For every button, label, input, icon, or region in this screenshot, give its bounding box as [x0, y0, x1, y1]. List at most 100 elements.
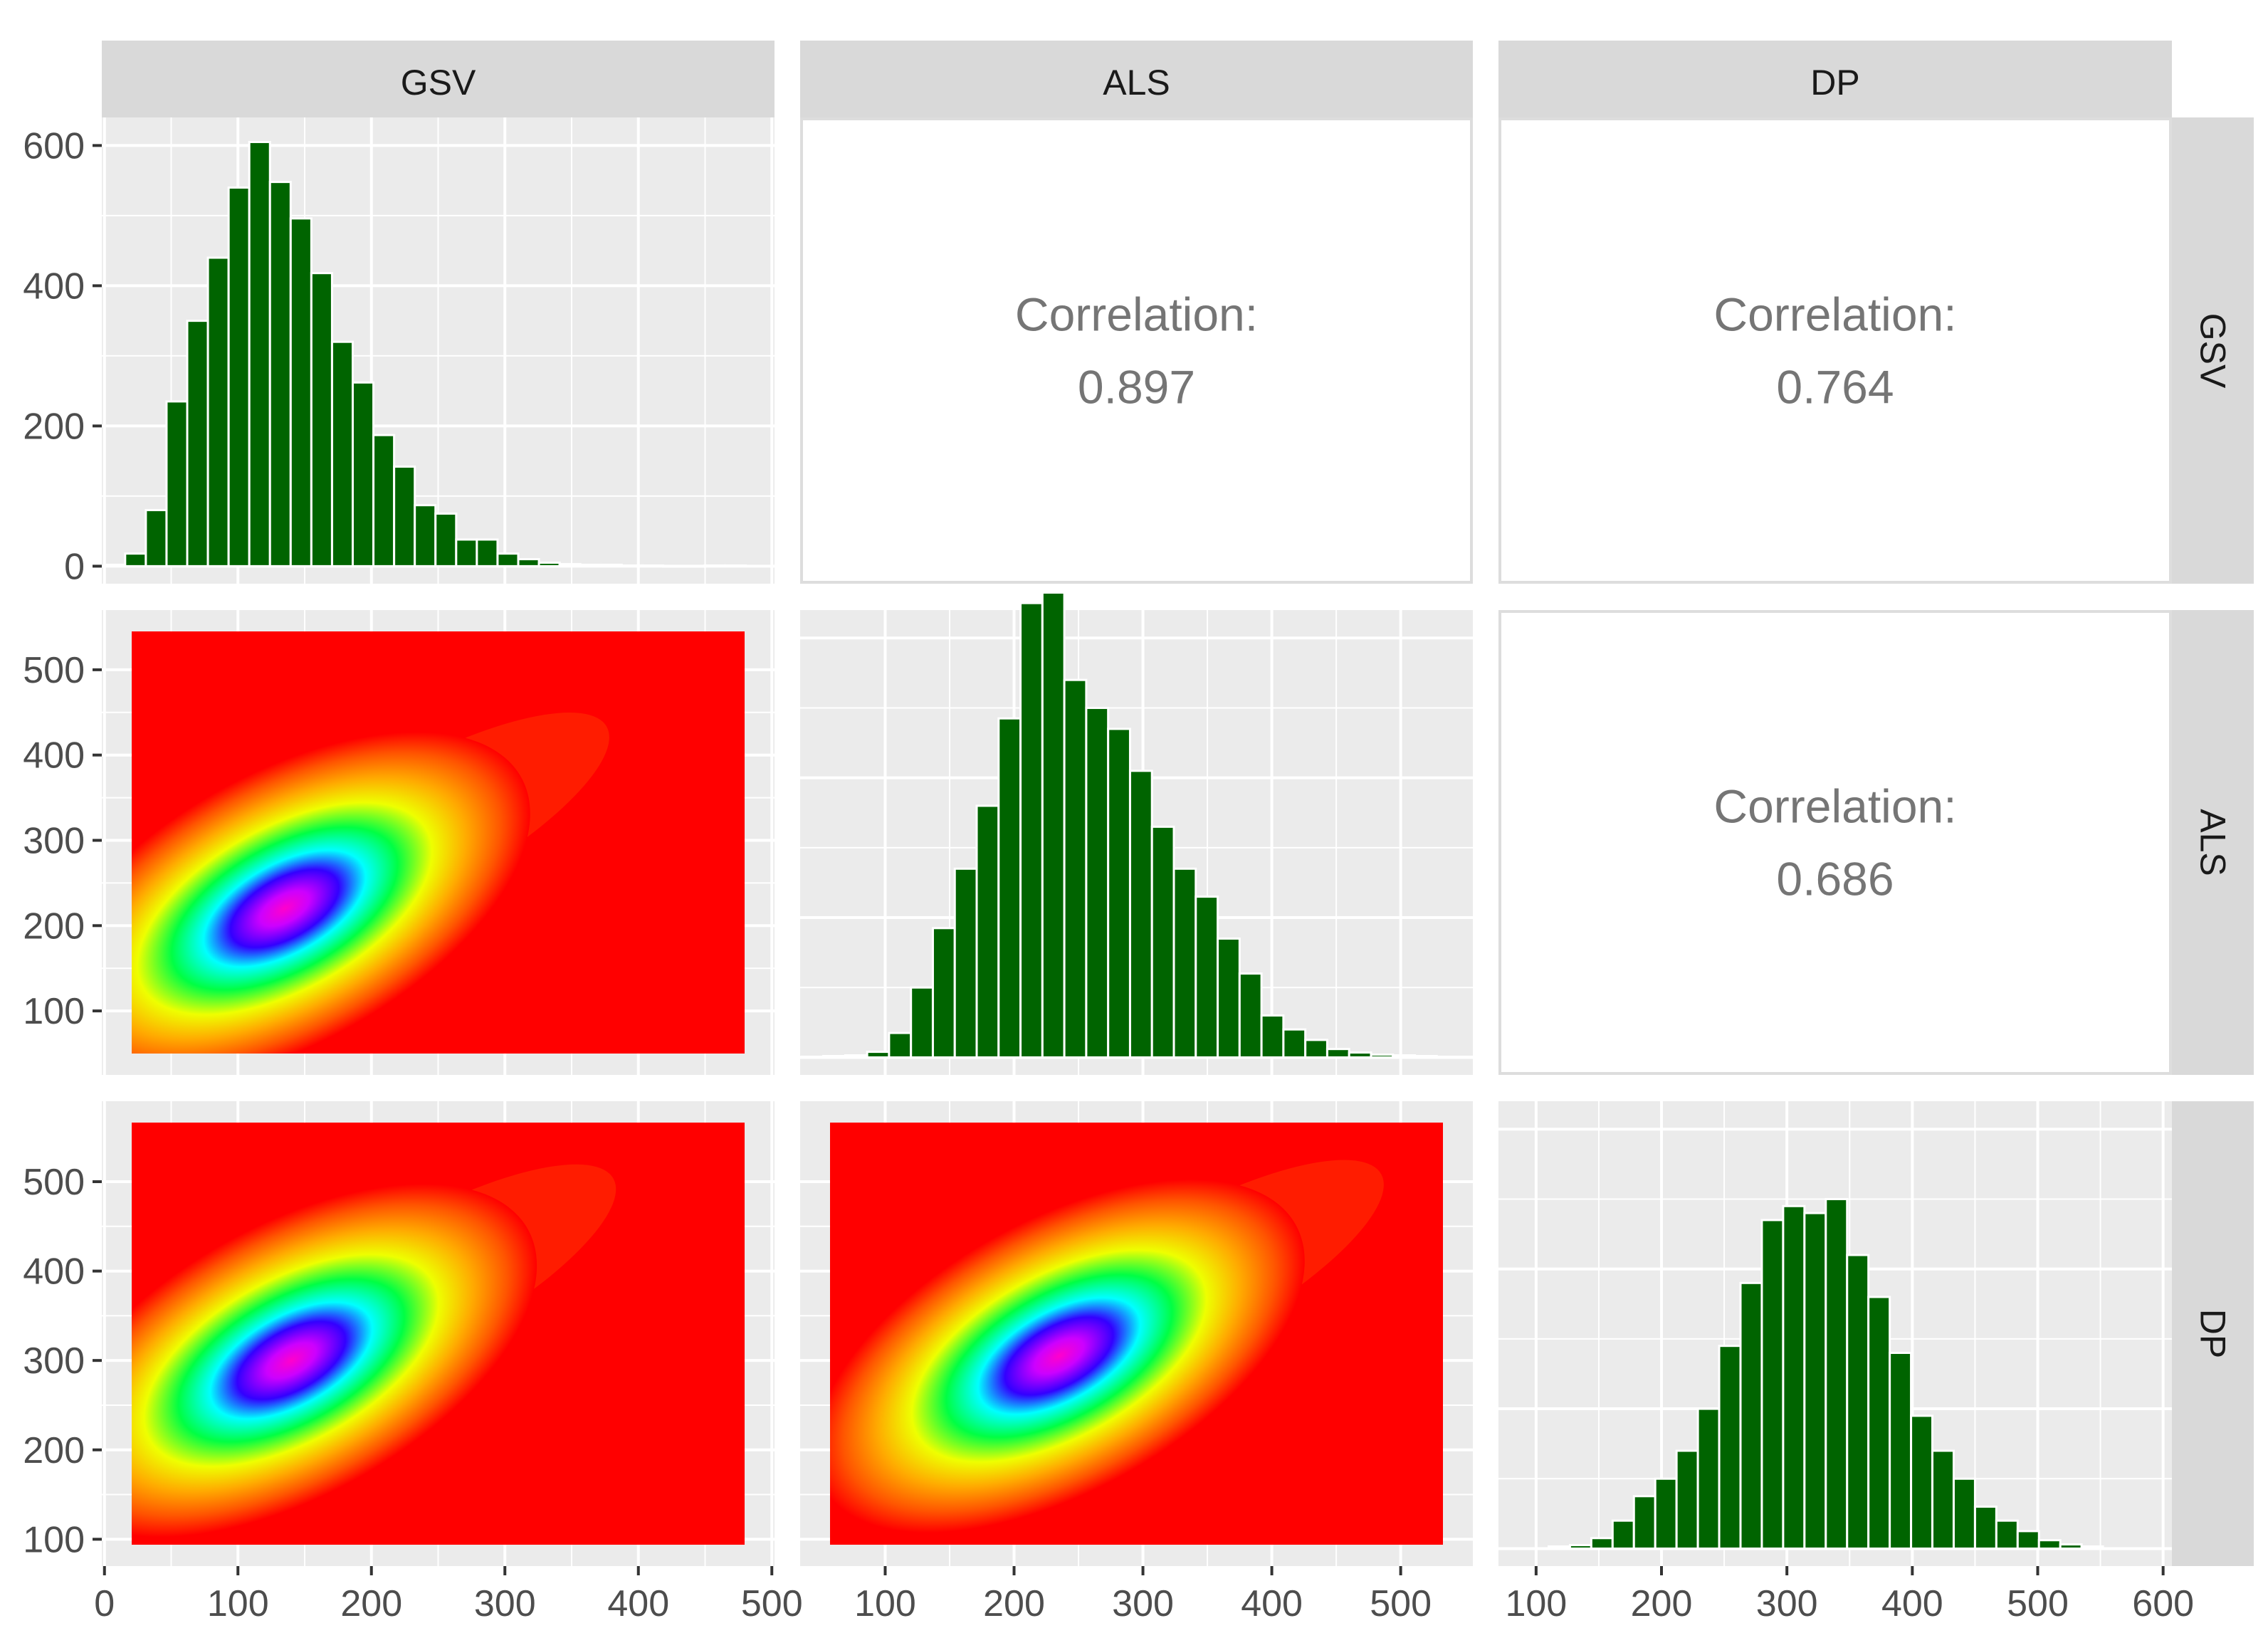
x-axis-col-1: 0 100 200 300 400 500 — [94, 1566, 803, 1624]
histogram-bar — [1238, 972, 1263, 1059]
x-tick-label: 500 — [2007, 1583, 2069, 1624]
histogram-bar — [1952, 1477, 1976, 1550]
histogram-bar — [931, 927, 956, 1059]
density-blob-group — [132, 1164, 616, 1538]
histogram-als — [800, 591, 1482, 1075]
correlation-label: Correlation: — [1713, 288, 1956, 341]
histogram-bar — [1435, 1055, 1460, 1059]
histogram-bar — [1782, 1204, 1806, 1550]
histogram-bar — [1195, 896, 1219, 1059]
x-tick-label: 300 — [1112, 1583, 1174, 1624]
histogram-bar — [1260, 1014, 1285, 1059]
correlation-panel-als-dp: Correlation: 0.686 — [1498, 610, 2172, 1075]
histogram-bar — [1370, 1054, 1395, 1059]
x-tick-label: 300 — [474, 1583, 536, 1624]
histogram-gsv — [102, 117, 775, 584]
histogram-bar — [1414, 1054, 1438, 1059]
y-tick-label: 0 — [64, 546, 85, 587]
density-panel-gsv-dp — [102, 1101, 775, 1566]
strip-background — [2172, 610, 2254, 1075]
y-tick-label: 100 — [23, 1519, 85, 1560]
histogram-bar — [1910, 1414, 1934, 1550]
y-tick-label: 300 — [23, 1340, 85, 1382]
histogram-bar — [434, 513, 458, 567]
histogram-bar — [124, 552, 147, 567]
histogram-bar — [248, 140, 271, 567]
strip-right-dp: DP — [2172, 1101, 2254, 1566]
y-tick-label: 400 — [23, 1251, 85, 1293]
histogram-bar — [997, 717, 1022, 1059]
histogram-bar — [206, 256, 230, 567]
y-tick-label: 100 — [23, 991, 85, 1032]
histogram-bar — [1304, 1039, 1328, 1059]
histogram-bar — [1846, 1254, 1870, 1550]
density-panel-als-dp — [800, 1101, 1473, 1566]
histogram-bar — [1760, 1219, 1785, 1550]
histogram-bar — [537, 561, 561, 567]
correlation-panel-gsv-dp: Correlation: 0.764 — [1498, 117, 2172, 584]
histogram-bar — [1348, 1051, 1372, 1059]
strip-background — [2172, 117, 2254, 584]
density-blob — [132, 1184, 537, 1538]
histogram-bar — [517, 558, 540, 567]
histogram-bar — [289, 217, 313, 567]
x-tick-label: 500 — [1370, 1583, 1432, 1624]
x-tick-label: 100 — [207, 1583, 269, 1624]
y-tick-label: 500 — [23, 650, 85, 691]
strip-top-dp: DP — [1498, 41, 2172, 117]
histogram-bar — [1803, 1212, 1827, 1550]
x-tick-label: 300 — [1756, 1583, 1818, 1624]
panel-background — [1498, 610, 2172, 1075]
y-tick-label: 400 — [23, 266, 85, 307]
x-tick-label: 200 — [1631, 1583, 1693, 1624]
histogram-bar — [1107, 728, 1131, 1059]
histogram-bar — [1019, 602, 1044, 1059]
histogram-bar — [1217, 938, 1241, 1059]
strip-label: GSV — [2193, 313, 2233, 389]
histogram-bar — [822, 1054, 846, 1059]
strip-right-gsv: GSV — [2172, 117, 2254, 584]
histogram-bar — [455, 538, 478, 567]
histogram-bar — [268, 181, 292, 567]
x-tick-label: 100 — [1505, 1583, 1567, 1624]
density-panel-gsv-als — [102, 610, 775, 1075]
histogram-bar — [641, 564, 664, 567]
histogram-bar — [620, 564, 644, 567]
y-tick-label: 200 — [23, 406, 85, 447]
correlation-value: 0.897 — [1078, 361, 1195, 414]
histogram-bar — [1568, 1544, 1592, 1550]
x-tick-label: 200 — [340, 1583, 402, 1624]
strip-background — [800, 41, 1473, 117]
histogram-bar — [1325, 1048, 1350, 1059]
histogram-bar — [1867, 1296, 1891, 1550]
histogram-bar — [414, 504, 437, 567]
histogram-dp — [1498, 1101, 2172, 1566]
histogram-bar — [165, 400, 189, 567]
histogram-bar — [372, 434, 396, 567]
strip-background — [1498, 41, 2172, 117]
y-tick-label: 400 — [23, 735, 85, 777]
correlation-value: 0.764 — [1776, 361, 1894, 414]
histogram-bar — [1150, 825, 1175, 1059]
density-blob-group — [132, 712, 609, 1054]
panel-background — [1498, 117, 2172, 584]
y-tick-label: 200 — [23, 1430, 85, 1471]
histogram-bar — [683, 564, 706, 568]
histogram-bar — [1889, 1352, 1913, 1550]
strip-top-als: ALS — [800, 41, 1473, 117]
histogram-bar — [579, 563, 602, 567]
histogram-bar — [103, 563, 127, 567]
histogram-bar — [866, 1051, 891, 1059]
histogram-bar — [2037, 1539, 2062, 1550]
histogram-bar — [1696, 1407, 1721, 1550]
histogram-bar — [1825, 1197, 1849, 1550]
x-tick-label: 400 — [607, 1583, 669, 1624]
histogram-bar — [393, 466, 416, 567]
histogram-bar — [330, 340, 354, 567]
histogram-bar — [910, 986, 934, 1059]
histogram-bar — [1128, 770, 1153, 1059]
strip-label: GSV — [401, 63, 476, 103]
histogram-bar — [888, 1031, 913, 1059]
correlation-label: Correlation: — [1713, 780, 1956, 833]
